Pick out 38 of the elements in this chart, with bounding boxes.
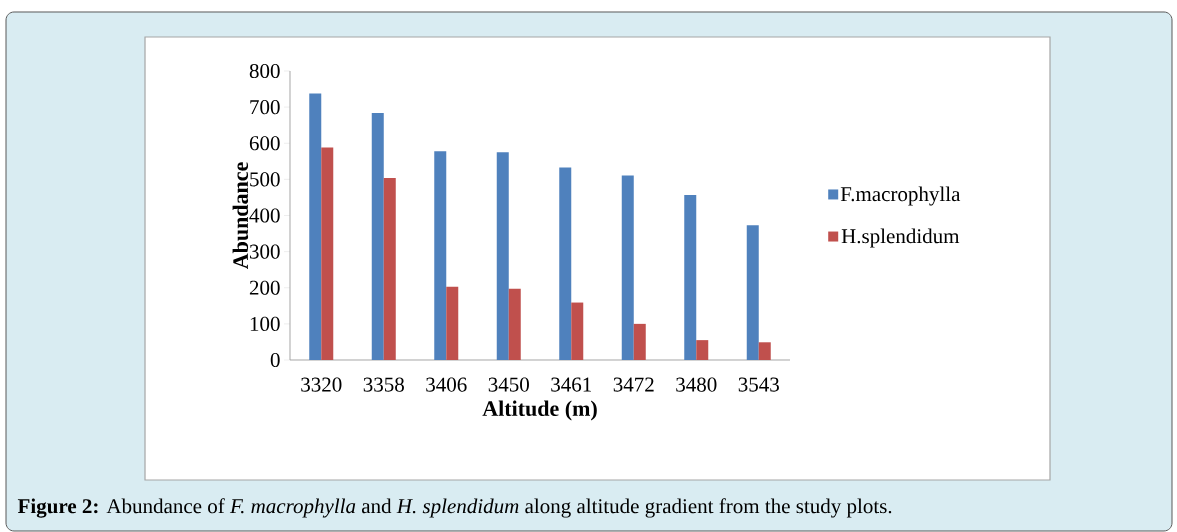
x-tick-label: 3543 [738,377,779,392]
bar [571,302,584,360]
y-tick-label: 400 [249,208,280,223]
bar [371,112,384,360]
y-tick-label: 300 [249,244,280,259]
bar [383,177,396,360]
bar [321,147,334,360]
x-axis-title: Altitude (m) [482,400,597,421]
legend-label: F.macrophylla [840,186,961,206]
bar [621,175,634,360]
text: Figure 2: Abundance of F. macrophylla and H. splendidum along altitude gradient from the study plots. [17,498,892,518]
bar [446,286,459,360]
y-axis-title: Abundance [232,162,249,270]
bar [559,167,572,360]
x-tick-label: 3406 [426,377,467,392]
y-tick-label: 200 [249,280,280,295]
bar [633,323,646,360]
bar [684,194,697,360]
bar [758,342,771,360]
x-tick-label: 3480 [676,377,717,392]
y-tick-label: 600 [249,136,280,151]
y-tick-label: 100 [250,316,280,331]
x-tick-label: 3450 [488,377,529,392]
y-tick-label: 800 [249,63,280,79]
bar [696,340,709,360]
x-tick-label: 3320 [301,377,342,392]
y-tick-label: 0 [270,352,280,368]
bar [496,152,509,360]
bar [309,93,322,360]
y-tick-label: 500 [250,172,280,187]
x-tick-label: 3358 [363,377,404,392]
x-tick-label: 3472 [613,377,654,392]
bar [434,151,447,360]
x-tick-label: 3461 [551,377,591,392]
bar [508,288,521,360]
legend-label: H.splendidum [841,228,960,248]
y-tick-label: 700 [250,100,280,115]
bar [746,225,759,360]
